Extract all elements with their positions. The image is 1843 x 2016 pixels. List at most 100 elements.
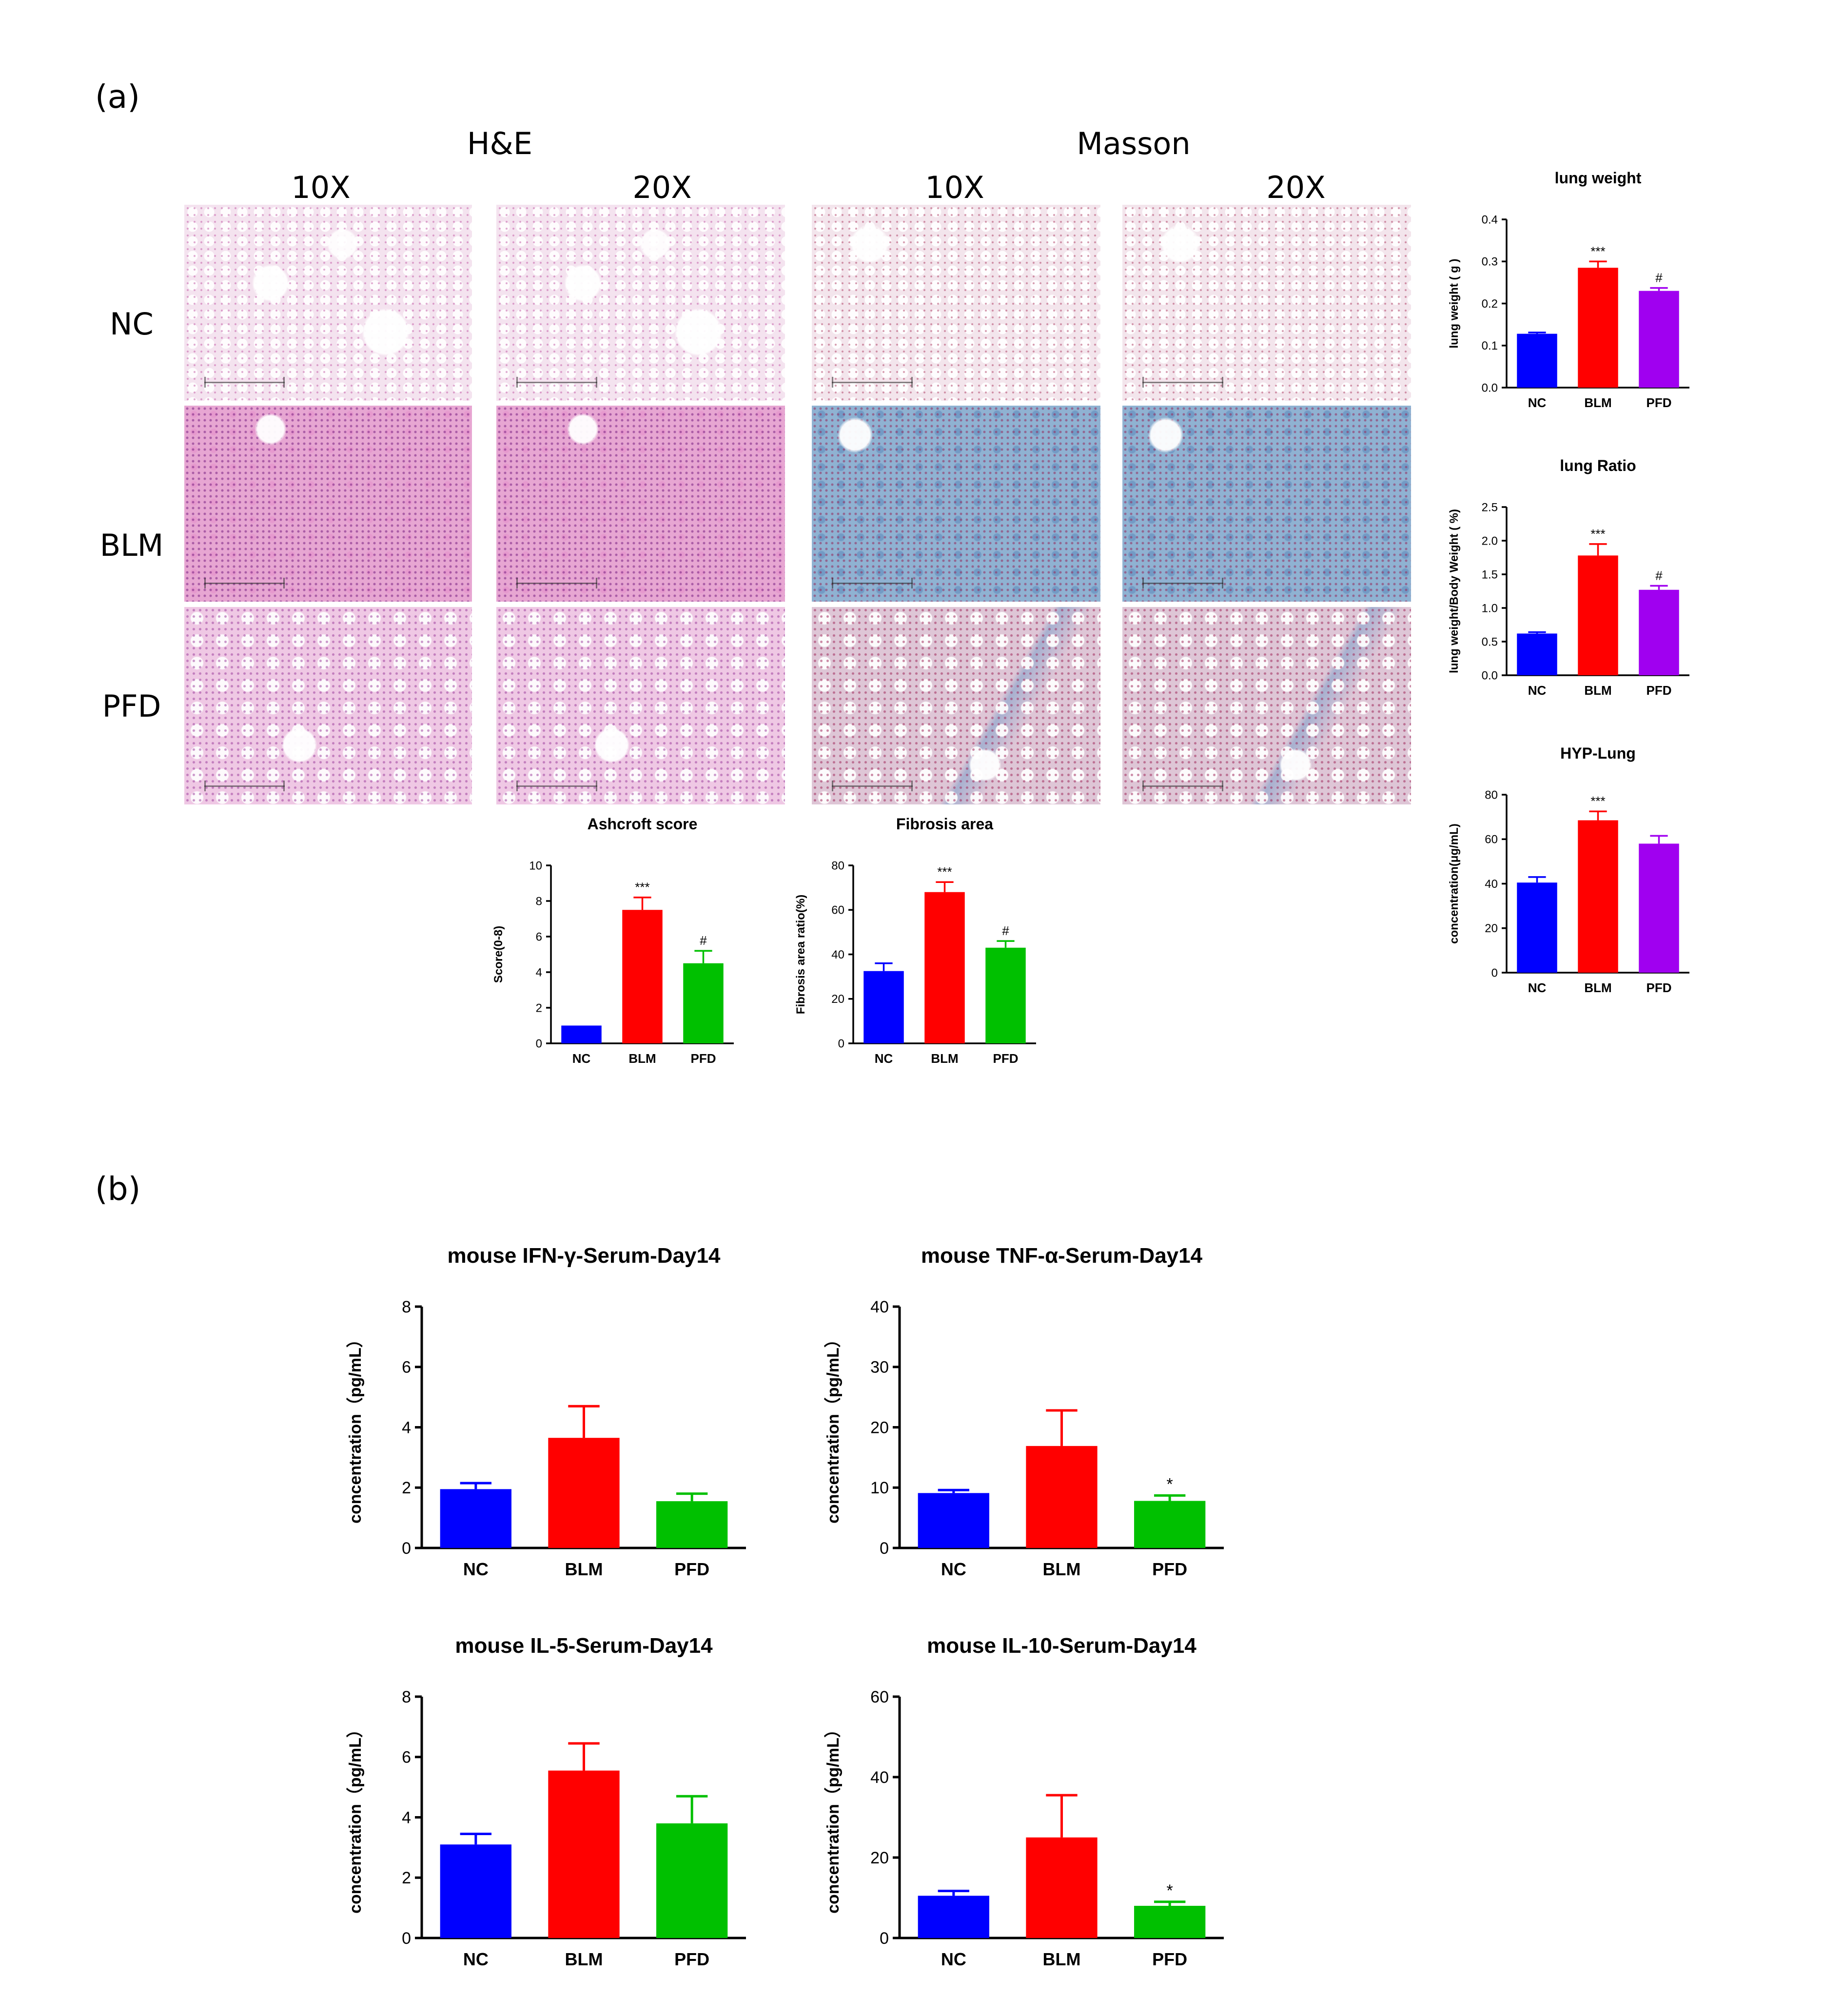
il-5-ytick-label-2: 4 bbox=[402, 1808, 411, 1827]
lung-ratio-bar-blm bbox=[1578, 555, 1618, 675]
hyp-lung-bar-nc bbox=[1517, 882, 1557, 973]
lung-ratio-significance-blm: *** bbox=[1590, 527, 1605, 541]
fibrosis-category-nc: NC bbox=[875, 1051, 893, 1066]
il-5-category-blm: BLM bbox=[565, 1949, 603, 1969]
ashcroft-ytick-label-2: 4 bbox=[536, 966, 542, 979]
tnf-alpha-ytick-label-3: 30 bbox=[870, 1358, 889, 1377]
il-5-ytick-label-3: 6 bbox=[402, 1748, 411, 1767]
chart-lung-weight: lung weight 0.0 0.1 0.2 0.3 0.4 lung weight ( … bbox=[1448, 169, 1689, 410]
ashcroft-significance-pfd: # bbox=[700, 933, 707, 948]
fibrosis-bar-blm bbox=[924, 892, 965, 1043]
lung-weight-bar-nc bbox=[1517, 333, 1557, 388]
ashcroft-category-nc: NC bbox=[572, 1051, 591, 1066]
tnf-alpha-ytick-label-4: 40 bbox=[870, 1298, 889, 1316]
fibrosis-significance-pfd: # bbox=[1002, 923, 1009, 938]
ifn-gamma-bar-blm bbox=[548, 1438, 620, 1548]
il-10-bar-nc bbox=[918, 1896, 989, 1938]
lung-ratio-category-blm: BLM bbox=[1584, 683, 1611, 698]
fibrosis-ylabel: Fibrosis area ratio(%) bbox=[794, 895, 807, 1014]
lung-weight-title: lung weight bbox=[1555, 169, 1642, 187]
tnf-alpha-ytick-label-2: 20 bbox=[870, 1418, 889, 1437]
ifn-gamma-ytick-label-0: 0 bbox=[402, 1539, 411, 1558]
micrograph-he-20x-nc bbox=[496, 205, 785, 401]
ashcroft-ylabel: Score(0-8) bbox=[492, 926, 505, 983]
magnification-masson-10x: 10X bbox=[925, 170, 984, 205]
il-10-ytick-label-2: 40 bbox=[870, 1768, 889, 1787]
il-10-ytick-label-1: 20 bbox=[870, 1849, 889, 1867]
il-10-ytick-label-3: 60 bbox=[870, 1688, 889, 1706]
lung-ratio-ytick-label-0: 0.0 bbox=[1482, 669, 1498, 682]
fibrosis-category-blm: BLM bbox=[931, 1051, 958, 1066]
lung-weight-bar-blm bbox=[1578, 268, 1618, 388]
fibrosis-category-pfd: PFD bbox=[993, 1051, 1019, 1066]
il-10-ytick-label-0: 0 bbox=[880, 1929, 889, 1948]
il-5-bar-nc bbox=[440, 1844, 511, 1938]
fibrosis-title: Fibrosis area bbox=[896, 815, 993, 833]
micrograph-masson-20x-pfd bbox=[1122, 607, 1411, 804]
micrograph-masson-10x-pfd bbox=[812, 607, 1100, 804]
ashcroft-bar-blm bbox=[622, 910, 663, 1043]
il-10-category-nc: NC bbox=[941, 1949, 966, 1969]
ashcroft-ytick-label-3: 6 bbox=[536, 930, 542, 943]
lung-weight-ytick-label-4: 0.4 bbox=[1482, 213, 1498, 226]
tnf-alpha-ytick-label-0: 0 bbox=[880, 1539, 889, 1558]
lung-ratio-ytick-label-3: 1.5 bbox=[1482, 568, 1498, 581]
ashcroft-title: Ashcroft score bbox=[588, 815, 698, 833]
lung-ratio-title: lung Ratio bbox=[1560, 457, 1636, 474]
fibrosis-bar-nc bbox=[863, 971, 904, 1043]
micrograph-he-20x-blm bbox=[496, 406, 785, 602]
lung-ratio-ytick-label-1: 0.5 bbox=[1482, 635, 1498, 648]
il-10-category-pfd: PFD bbox=[1152, 1949, 1187, 1969]
il-5-ylabel: concentration（pg/mL） bbox=[346, 1721, 365, 1914]
ashcroft-bar-nc bbox=[561, 1025, 602, 1043]
hyp-lung-category-nc: NC bbox=[1528, 980, 1547, 995]
il-5-title: mouse IL-5-Serum-Day14 bbox=[455, 1634, 713, 1658]
hyp-lung-ytick-label-3: 60 bbox=[1485, 833, 1498, 846]
chart-il-5: mouse IL-5-Serum-Day14 0 2 4 6 8 concentration… bbox=[346, 1634, 746, 1969]
tnf-alpha-category-pfd: PFD bbox=[1152, 1559, 1187, 1579]
il-5-ytick-label-1: 2 bbox=[402, 1869, 411, 1887]
panel-label-a: (a) bbox=[95, 78, 140, 116]
il-5-bar-blm bbox=[548, 1770, 620, 1938]
tnf-alpha-title: mouse TNF-α-Serum-Day14 bbox=[921, 1244, 1203, 1268]
lung-ratio-ytick-label-5: 2.5 bbox=[1482, 501, 1498, 514]
tnf-alpha-bar-nc bbox=[918, 1493, 989, 1548]
tnf-alpha-category-nc: NC bbox=[941, 1559, 966, 1579]
ashcroft-ytick-label-0: 0 bbox=[536, 1037, 542, 1050]
chart-hyp-lung: HYP-Lung 0 20 40 60 80 concentration(μg/mL) NC *… bbox=[1448, 744, 1689, 995]
ashcroft-ytick-label-4: 8 bbox=[536, 895, 542, 908]
ashcroft-ytick-label-5: 10 bbox=[529, 859, 542, 872]
lung-ratio-significance-pfd: # bbox=[1655, 568, 1663, 583]
hyp-lung-ytick-label-4: 80 bbox=[1485, 788, 1498, 802]
ifn-gamma-title: mouse IFN-γ-Serum-Day14 bbox=[448, 1244, 721, 1268]
lung-weight-category-blm: BLM bbox=[1584, 395, 1611, 410]
il-10-bar-blm bbox=[1026, 1837, 1098, 1938]
lung-ratio-ytick-label-4: 2.0 bbox=[1482, 534, 1498, 548]
il-5-category-pfd: PFD bbox=[674, 1949, 709, 1969]
fibrosis-significance-blm: *** bbox=[937, 864, 952, 879]
micrograph-he-10x-pfd bbox=[184, 607, 472, 804]
chart-ifn-gamma: mouse IFN-γ-Serum-Day14 0 2 4 6 8 concentratio… bbox=[346, 1244, 746, 1579]
ifn-gamma-ytick-label-1: 2 bbox=[402, 1479, 411, 1497]
tnf-alpha-significance-pfd: * bbox=[1167, 1475, 1173, 1493]
il-10-ylabel: concentration（pg/mL） bbox=[823, 1721, 843, 1914]
row-label-pfd: PFD bbox=[102, 688, 161, 724]
tnf-alpha-bar-pfd bbox=[1134, 1501, 1206, 1548]
magnification-he-10x: 10X bbox=[291, 170, 351, 205]
fibrosis-ytick-label-1: 20 bbox=[831, 993, 844, 1006]
hyp-lung-category-pfd: PFD bbox=[1647, 980, 1672, 995]
hyp-lung-ytick-label-0: 0 bbox=[1491, 966, 1498, 979]
il-5-ytick-label-4: 8 bbox=[402, 1688, 411, 1706]
il-10-category-blm: BLM bbox=[1043, 1949, 1081, 1969]
hyp-lung-ytick-label-1: 20 bbox=[1485, 922, 1498, 935]
fibrosis-ytick-label-4: 80 bbox=[831, 859, 844, 872]
lung-weight-ytick-label-0: 0.0 bbox=[1482, 381, 1498, 394]
ifn-gamma-ytick-label-3: 6 bbox=[402, 1358, 411, 1377]
lung-ratio-bar-nc bbox=[1517, 633, 1557, 675]
il-5-bar-pfd bbox=[656, 1823, 728, 1938]
lung-ratio-bar-pfd bbox=[1639, 589, 1679, 675]
il-10-significance-pfd: * bbox=[1167, 1881, 1173, 1900]
ifn-gamma-ytick-label-4: 8 bbox=[402, 1298, 411, 1316]
panel-label-b: (b) bbox=[95, 1170, 141, 1208]
lung-ratio-category-pfd: PFD bbox=[1647, 683, 1672, 698]
